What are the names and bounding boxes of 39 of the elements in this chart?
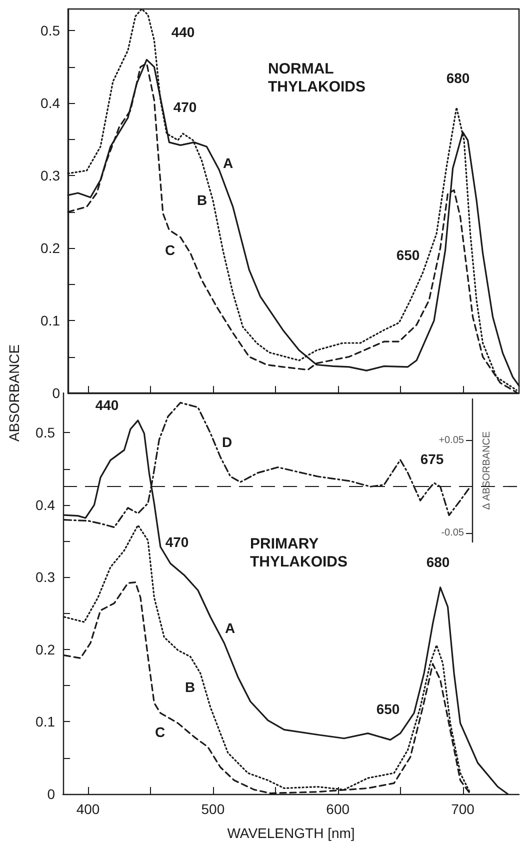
annotation: 680 [446, 70, 470, 86]
y-tick-label: 0.5 [40, 22, 60, 39]
y2-axis-title: Δ ABSORBANCE [482, 430, 492, 510]
x-axis-title: WAVELENGTH [nm] [227, 825, 355, 841]
annotation: 440 [95, 397, 119, 413]
y-tick-label: 0.2 [36, 641, 56, 658]
text: NORMAL THYLAKOIDS [268, 60, 366, 96]
y-tick-label: 0.3 [36, 569, 56, 586]
y2-tick-label: -0.05 [441, 527, 464, 538]
x-tick-label: 600 [326, 801, 350, 817]
y-tick-label: 0 [52, 385, 60, 401]
y-tick-label: 0.4 [40, 95, 60, 112]
annotation: D [222, 434, 232, 450]
text: PRIMARY THYLAKOIDS [250, 536, 348, 570]
annotation: 675 [420, 451, 444, 467]
annotation: 650 [376, 701, 400, 717]
annotation: A [222, 155, 234, 171]
annotation: 650 [396, 247, 420, 263]
x-tick-label: 400 [76, 801, 100, 817]
y2-tick-label: +0.05 [438, 435, 464, 446]
y-tick-label: 0.1 [36, 714, 56, 730]
annotation: C [154, 724, 166, 740]
x-tick-label: 700 [451, 801, 475, 817]
y-tick-label: 0.2 [40, 240, 60, 256]
y-tick-label: 0.3 [40, 168, 60, 184]
annotation: C [164, 242, 176, 258]
annotation: A [224, 620, 236, 636]
y-axis-title: ABSORBANCE [6, 344, 22, 442]
annotation: 440 [171, 24, 195, 40]
annotation: 680 [426, 554, 450, 570]
annotation: 470 [173, 99, 197, 115]
y-tick-label: 0.4 [36, 496, 56, 513]
annotation: 470 [165, 534, 189, 550]
annotation: B [184, 679, 196, 695]
x-tick-label: 500 [201, 801, 225, 817]
y-tick-label: 0.5 [36, 424, 56, 441]
y-tick-label: 0.1 [40, 312, 60, 329]
y-tick-label: 0 [47, 786, 56, 802]
annotation: B [196, 192, 208, 208]
